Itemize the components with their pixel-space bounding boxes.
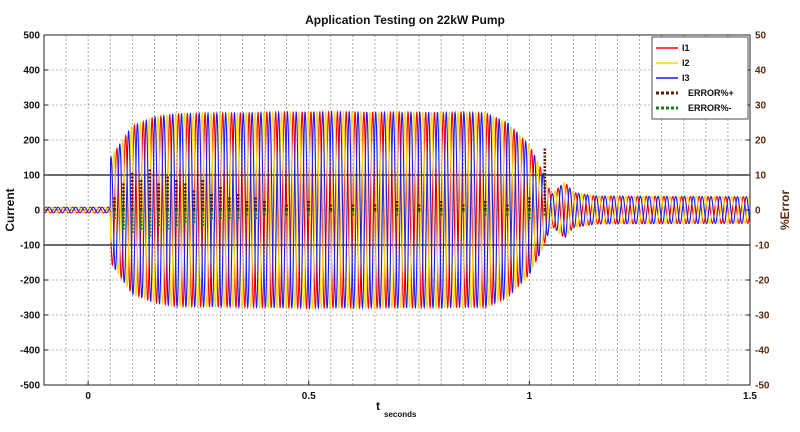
- y-axis-right-label: %Error: [778, 190, 792, 230]
- y-right-tick-label: -30: [755, 311, 770, 322]
- y-right-tick-label: 10: [755, 171, 767, 182]
- legend-label-i3: I3: [682, 73, 690, 83]
- y-tick-label: 200: [23, 136, 40, 147]
- y-tick-label: -400: [20, 346, 40, 357]
- chart-title: Application Testing on 22kW Pump: [305, 13, 505, 27]
- series-group: [44, 109, 750, 311]
- x-axis-label: t: [376, 399, 380, 413]
- y-tick-label: 300: [23, 101, 40, 112]
- x-axis-label-subscript: seconds: [384, 410, 417, 419]
- legend-label-error-plus: ERROR%+: [688, 88, 734, 98]
- series-line-i1: [44, 109, 750, 311]
- y-right-tick-label: 50: [755, 31, 767, 42]
- y-right-tick-label: 30: [755, 101, 767, 112]
- x-tick-label: 1.5: [743, 391, 757, 402]
- y-tick-label: 400: [23, 66, 40, 77]
- y-right-tick-label: -40: [755, 346, 770, 357]
- y-right-tick-label: -10: [755, 241, 770, 252]
- series-line-i3: [44, 109, 750, 311]
- y-tick-label: 0: [34, 206, 40, 217]
- y-tick-label: -200: [20, 276, 40, 287]
- y-axis-left-ticks: 500 400 300 200 100 0 -100 -200 -300 -400 -500: [20, 31, 48, 392]
- y-right-tick-label: -50: [755, 381, 770, 392]
- legend: I1 I2 I3 ERROR%+ ERROR%-: [651, 36, 749, 120]
- series-line-i2: [44, 109, 750, 311]
- series-error-plus: [113, 147, 547, 210]
- y-tick-label: -300: [20, 311, 40, 322]
- y-tick-label: -100: [20, 241, 40, 252]
- y-right-tick-label: -20: [755, 276, 770, 287]
- x-axis-ticks: 0 0.5 1 1.5: [85, 381, 757, 402]
- y-tick-label: -500: [20, 381, 40, 392]
- legend-label-i2: I2: [682, 58, 690, 68]
- y-axis-label: Current: [3, 188, 17, 231]
- x-tick-label: 0: [85, 391, 91, 402]
- y-right-tick-label: 20: [755, 136, 767, 147]
- x-tick-label: 1: [527, 391, 533, 402]
- y-right-tick-label: 40: [755, 66, 767, 77]
- y-tick-label: 100: [23, 171, 40, 182]
- legend-label-error-minus: ERROR%-: [688, 103, 732, 113]
- series-error-minus: [113, 210, 547, 238]
- y-axis-right-ticks: 50 40 30 20 10 0 -10 -20 -30 -40 -50: [746, 31, 770, 392]
- y-right-tick-label: 0: [755, 206, 761, 217]
- y-tick-label: 500: [23, 31, 40, 42]
- legend-label-i1: I1: [682, 43, 690, 53]
- x-tick-label: 0.5: [302, 391, 316, 402]
